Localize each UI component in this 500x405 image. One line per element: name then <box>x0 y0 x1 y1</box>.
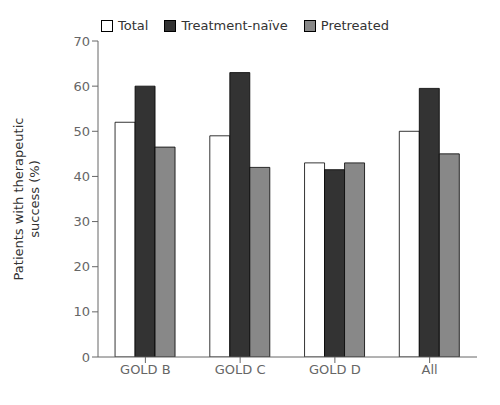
svg-text:60: 60 <box>73 79 90 94</box>
svg-text:All: All <box>422 362 438 377</box>
svg-text:40: 40 <box>73 169 90 184</box>
svg-text:30: 30 <box>73 214 90 229</box>
svg-text:Patients with therapeuticsucce: Patients with therapeuticsuccess (%) <box>11 118 42 281</box>
html-text:Treatment-naïve: Treatment-naïve <box>181 18 288 33</box>
svg-text:10: 10 <box>73 304 90 319</box>
svg-text:50: 50 <box>73 124 90 139</box>
html-text:Pretreated: Pretreated <box>320 18 389 33</box>
svg-text:GOLD C: GOLD C <box>215 362 266 377</box>
svg-text:70: 70 <box>73 34 90 49</box>
html-text:Total: Total <box>118 18 149 33</box>
svg-text:20: 20 <box>73 259 90 274</box>
svg-text:GOLD B: GOLD B <box>120 362 171 377</box>
svg-text:0: 0 <box>82 350 90 365</box>
svg-text:GOLD D: GOLD D <box>309 362 361 377</box>
